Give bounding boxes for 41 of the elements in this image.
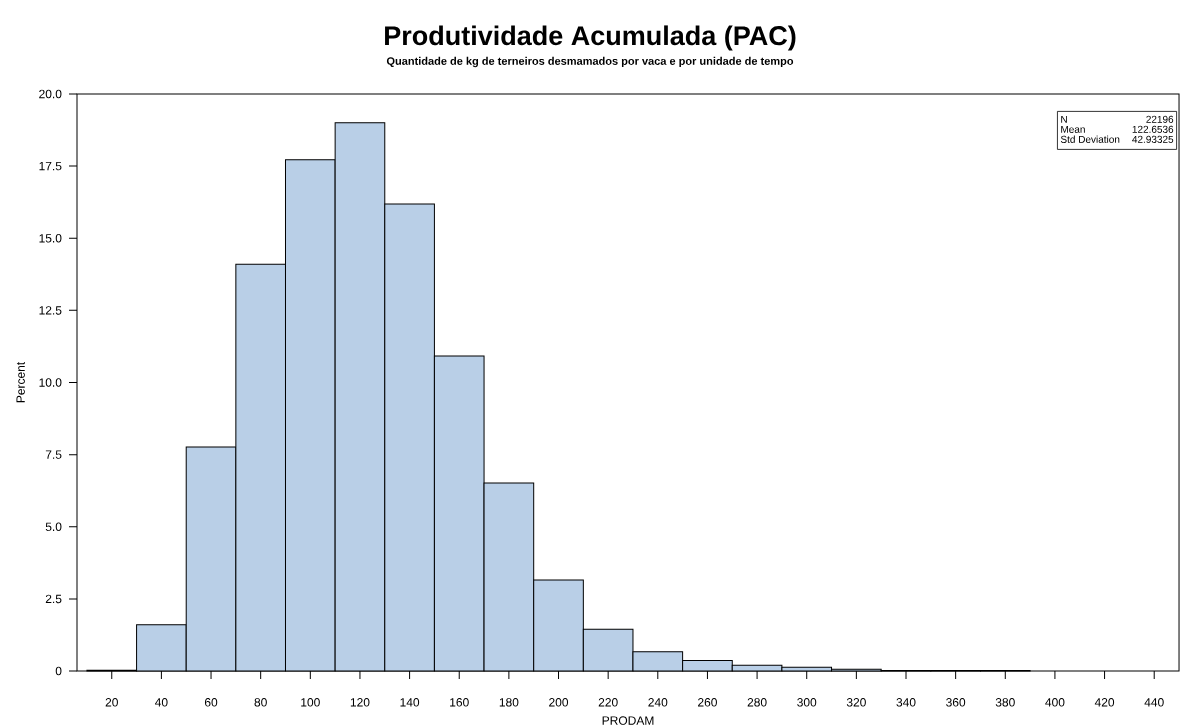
y-tick-label: 2.5 [45, 594, 62, 604]
annotation: N [1061, 115, 1067, 123]
x-tick-label: 400 [1045, 698, 1065, 707]
chart-title: Produtividade Acumulada (PAC) [385, 25, 796, 51]
x-tick-label: 160 [450, 698, 469, 707]
x-tick-label: 240 [648, 698, 668, 707]
x-tick-label: 320 [846, 698, 866, 707]
y-tick-label: 12.5 [39, 306, 62, 315]
x-tick-label: 120 [350, 698, 370, 707]
chart-subtitle: Quantidade de kg de terneiros desmamados por vaca e por unidade de tempo [386, 56, 794, 68]
x-tick-label: 260 [698, 698, 717, 707]
y-tick-label: 20.0 [39, 89, 62, 99]
y-tick-label: 7.5 [45, 450, 62, 459]
x-tick-label: 300 [797, 698, 817, 707]
x-axis-title: PRODAM [602, 716, 654, 725]
y-tick-label: 10.0 [39, 378, 62, 387]
x-tick-label: 20 [105, 698, 118, 707]
annotation: 122.6536 [1132, 125, 1174, 133]
x-tick-label: 80 [254, 698, 267, 707]
x-tick-label: 200 [549, 698, 569, 707]
x-tick-label: 140 [400, 698, 420, 707]
y-tick-label: 17.5 [39, 161, 62, 171]
x-tick-label: 380 [995, 698, 1015, 707]
x-tick-label: 100 [301, 698, 320, 707]
x-tick-label: 180 [499, 698, 519, 707]
y-tick-label: 15.0 [39, 234, 62, 243]
x-tick-label: 340 [896, 698, 916, 707]
x-tick-label: 420 [1094, 698, 1115, 707]
x-tick-label: 40 [155, 698, 168, 707]
annotation: 42.93325 [1132, 135, 1174, 143]
annotation: Std Deviation [1060, 135, 1120, 143]
y-axis-title: Percent [16, 361, 25, 403]
annotation: 22196 [1146, 115, 1174, 123]
y-tick-label: 5.0 [45, 522, 62, 532]
x-tick-label: 280 [747, 698, 767, 707]
x-tick-label: 440 [1144, 698, 1164, 707]
x-tick-label: 220 [598, 698, 618, 707]
y-tick-label: 0 [55, 666, 62, 676]
x-tick-label: 360 [946, 698, 966, 707]
annotation: Mean [1061, 125, 1085, 133]
x-tick-label: 60 [204, 698, 218, 707]
